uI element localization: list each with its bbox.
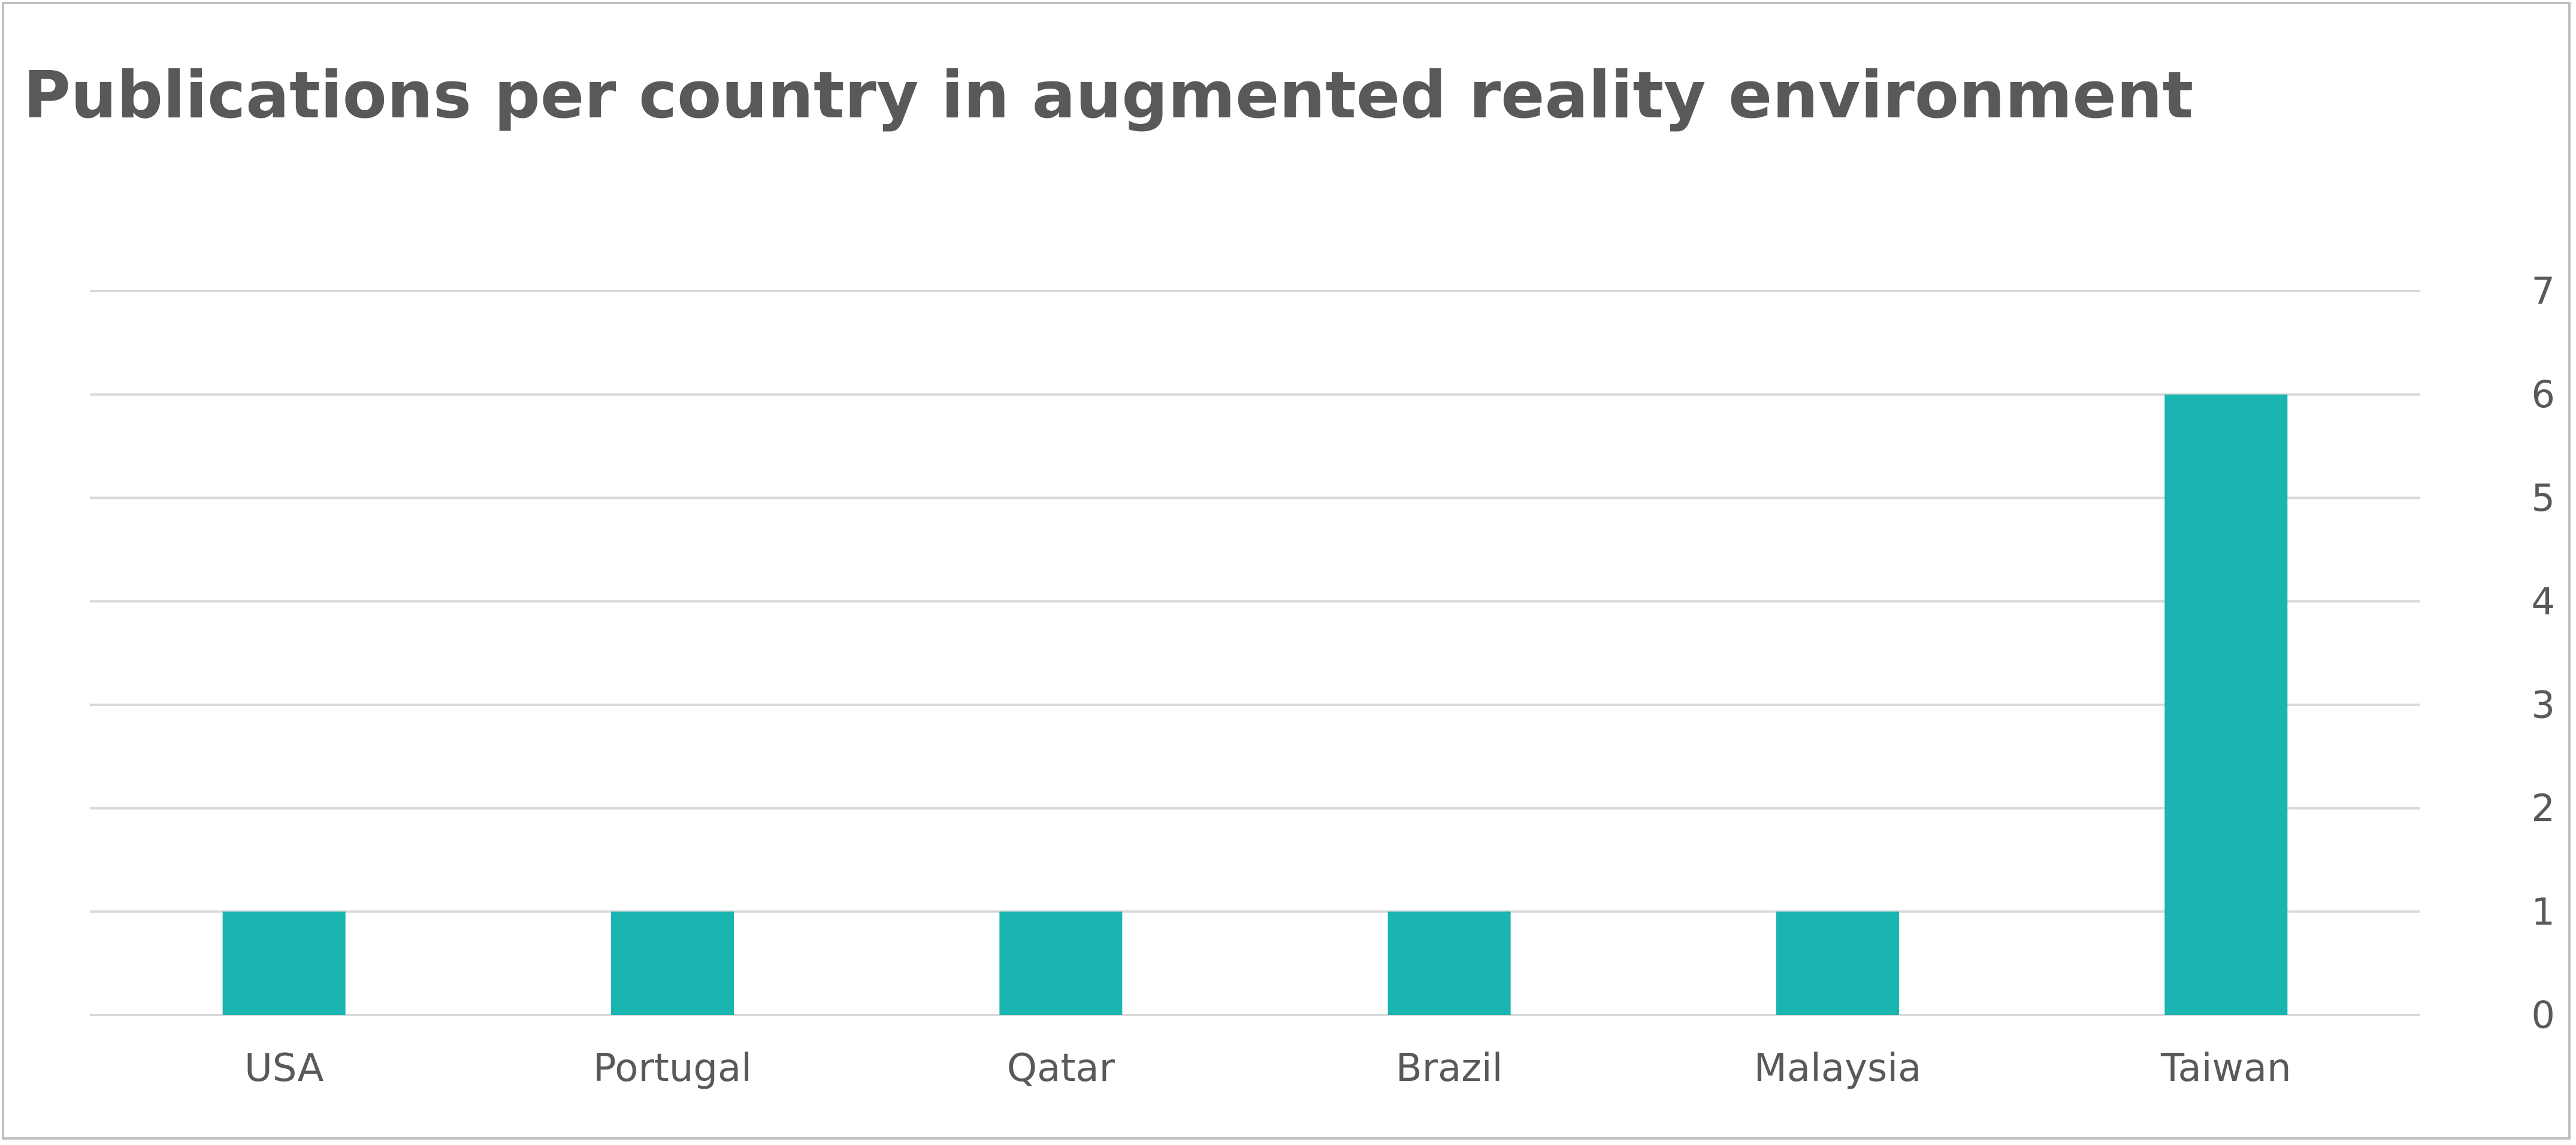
y-tick-label: 3 (2532, 683, 2555, 726)
x-tick-label: USA (244, 1046, 324, 1091)
y-tick-label: 6 (2532, 372, 2555, 416)
y-tick-label: 2 (2532, 786, 2555, 830)
y-tick-label: 4 (2532, 580, 2555, 623)
x-tick-label: Portugal (593, 1046, 752, 1091)
bars (222, 394, 2288, 1015)
y-axis-labels: 0 1 2 3 4 5 6 7 (2532, 269, 2555, 1037)
y-tick-label: 0 (2532, 993, 2555, 1037)
x-tick-label: Qatar (1007, 1046, 1115, 1091)
bar (222, 911, 346, 1015)
x-axis-labels: USA Portugal Qatar Brazil Malaysia Taiwan (244, 1046, 2291, 1091)
y-tick-label: 5 (2532, 476, 2555, 520)
x-tick-label: Taiwan (2160, 1046, 2291, 1091)
bar (1776, 911, 1899, 1015)
bar (611, 911, 734, 1015)
bar (2164, 394, 2288, 1015)
y-tick-label: 7 (2532, 269, 2555, 313)
bar (999, 911, 1123, 1015)
bar (1387, 911, 1511, 1015)
y-tick-label: 1 (2532, 890, 2555, 934)
x-tick-label: Malaysia (1754, 1046, 1922, 1091)
gridlines (90, 290, 2420, 1016)
x-tick-label: Brazil (1396, 1046, 1503, 1091)
chart-title: Publications per country in augmented re… (23, 58, 2194, 133)
